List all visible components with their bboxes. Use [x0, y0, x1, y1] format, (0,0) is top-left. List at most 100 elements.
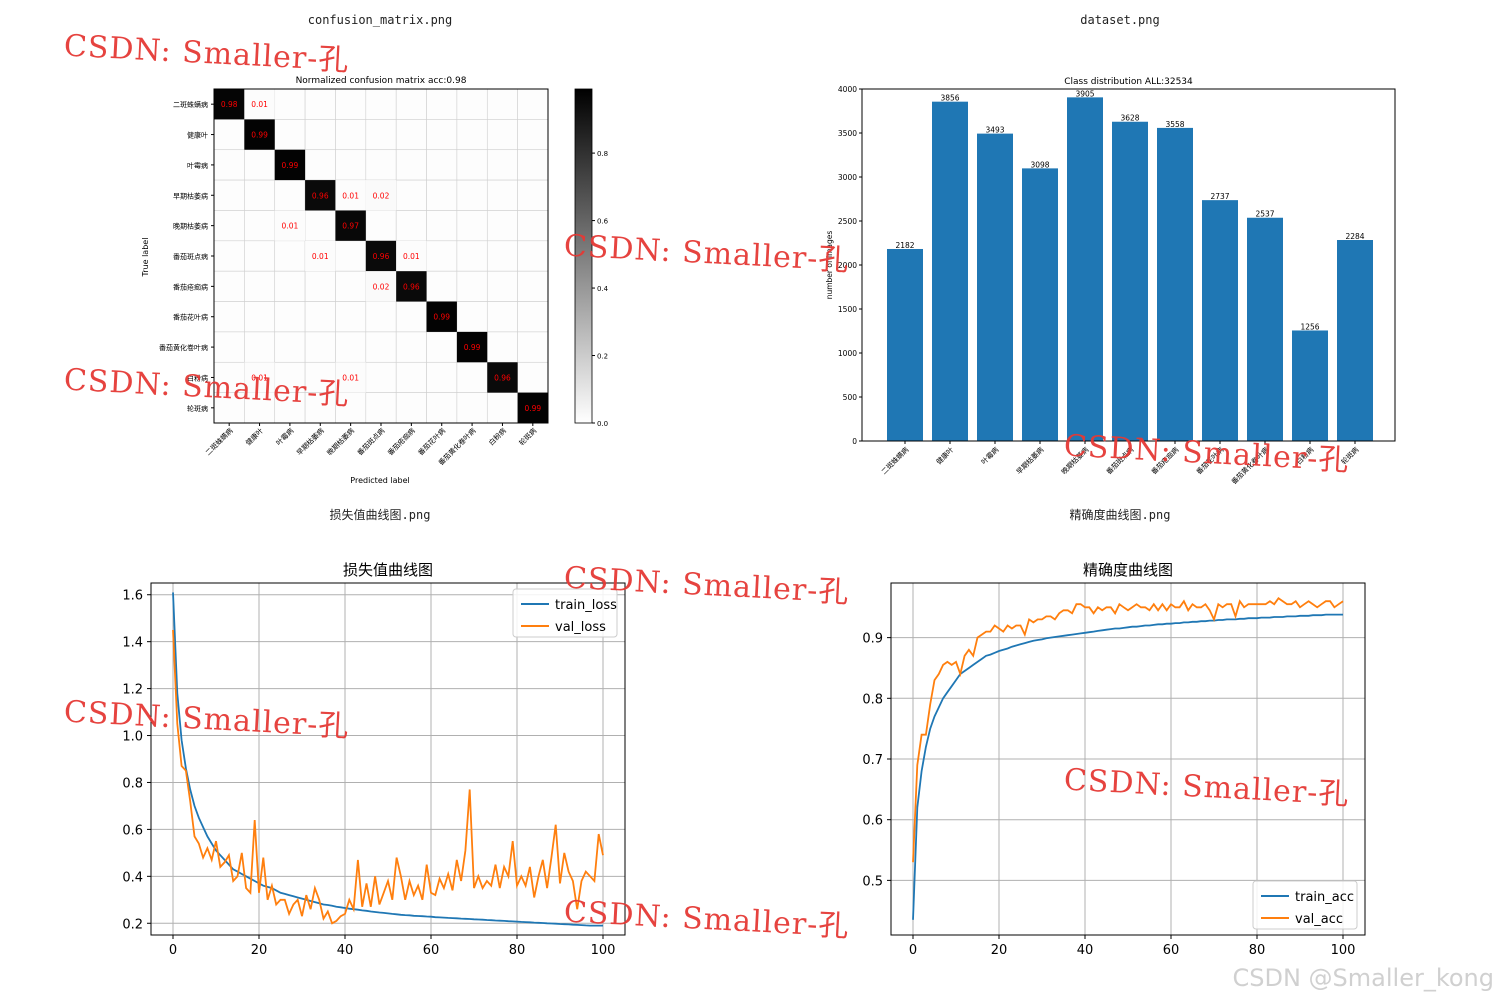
bar [1022, 168, 1058, 441]
cell-filled [244, 119, 275, 150]
cell [486, 88, 518, 120]
bar-value-label: 1256 [1300, 322, 1319, 331]
cell [456, 301, 488, 333]
cell-label: 0.99 [464, 343, 481, 352]
cell [365, 119, 397, 151]
cell [244, 301, 276, 333]
cell [426, 88, 458, 120]
bar-value-label: 2737 [1210, 192, 1229, 201]
cell [274, 179, 306, 211]
cell [335, 331, 367, 363]
x-tick-label: 番茄疮痂病 [386, 426, 417, 457]
caption-confusion-matrix: confusion_matrix.png [307, 13, 453, 27]
cell [304, 149, 336, 181]
cell [335, 392, 367, 424]
cell [304, 301, 336, 333]
cell [335, 149, 367, 181]
bar-value-label: 2182 [895, 241, 914, 250]
cell [274, 240, 306, 272]
cell [517, 270, 549, 302]
cell-filled [335, 180, 366, 211]
y-tick-label: 1.6 [122, 589, 143, 604]
series-line-val_acc [912, 596, 1344, 863]
y-tick-label: 3000 [838, 173, 857, 182]
cell-filled [365, 180, 397, 211]
cell-filled [305, 180, 336, 211]
bar [977, 133, 1013, 441]
y-tick-label: 0.2 [122, 917, 143, 932]
cell-label: 0.01 [403, 252, 420, 261]
cell [486, 392, 518, 424]
cell [274, 270, 306, 302]
y-tick-label: 0.8 [862, 692, 883, 707]
x-tick-label: 0 [909, 943, 917, 958]
cell-filled [426, 301, 457, 332]
cell [213, 240, 245, 272]
y-tick-label: 0.9 [862, 632, 883, 647]
cell-filled [517, 392, 548, 423]
cell [517, 240, 549, 272]
cell [213, 392, 245, 424]
bar [1112, 121, 1148, 442]
cell-label: 0.02 [373, 191, 390, 200]
y-tick-label: 1.4 [122, 636, 143, 651]
bar-value-label: 2284 [1345, 232, 1364, 241]
cell [517, 88, 549, 120]
cell [365, 392, 397, 424]
cell [335, 301, 367, 333]
cell [304, 119, 336, 151]
cell [244, 392, 276, 424]
y-tick-label: 叶霉病 [187, 161, 208, 170]
cell [304, 361, 336, 393]
cell [304, 331, 336, 363]
bar-value-label: 3098 [1030, 160, 1049, 169]
x-tick-label: 健康叶 [934, 445, 955, 466]
x-tick-label: 100 [591, 943, 616, 958]
cell-label: 0.99 [282, 161, 299, 170]
plot-frame [890, 582, 1366, 936]
cell [395, 149, 427, 181]
y-tick-label: 3500 [838, 129, 857, 138]
cell [365, 88, 397, 120]
cell-label: 0.96 [312, 191, 329, 200]
y-tick-label: 0.5 [862, 874, 883, 889]
x-tick-label: 0 [169, 943, 177, 958]
cell-label: 0.01 [251, 373, 268, 382]
x-axis-label: Predicted label [350, 476, 409, 485]
cell [456, 119, 488, 151]
cell [213, 179, 245, 211]
y-tick-label: 2500 [838, 217, 857, 226]
bar [932, 101, 968, 441]
cell-label: 0.96 [494, 373, 511, 382]
y-tick-label: 4000 [838, 85, 857, 94]
cell [456, 361, 488, 393]
cell [335, 119, 367, 151]
cell [335, 240, 367, 272]
colorbar-tick-label: 0.4 [597, 285, 609, 293]
cell [426, 392, 458, 424]
colorbar [574, 88, 593, 424]
cell-label: 0.97 [342, 222, 359, 231]
cell [456, 210, 488, 242]
y-tick-label: 白粉病 [187, 373, 208, 382]
cell-label: 0.99 [251, 131, 268, 140]
bar-value-label: 3856 [940, 94, 959, 103]
cell [274, 331, 306, 363]
cell-label: 0.01 [342, 191, 359, 200]
y-axis-label: True label [141, 238, 150, 278]
x-tick-label: 100 [1331, 943, 1356, 958]
x-tick-label: 番茄黄化卷叶病 [1229, 445, 1270, 486]
caption-dataset: dataset.png [1080, 13, 1160, 27]
plot-frame [861, 88, 1396, 442]
y-tick-label: 二斑蛛螨病 [173, 100, 208, 109]
cell [486, 149, 518, 181]
x-tick-label: 叶霉病 [274, 426, 295, 447]
y-tick-label: 番茄疮痂病 [173, 282, 208, 291]
bar-value-label: 3558 [1165, 120, 1184, 129]
cell [486, 331, 518, 363]
chart-title: 精确度曲线图 [1083, 561, 1173, 579]
cell [213, 149, 245, 181]
cell [426, 331, 458, 363]
colorbar-tick-label: 0.6 [597, 218, 609, 226]
cell [304, 88, 336, 120]
